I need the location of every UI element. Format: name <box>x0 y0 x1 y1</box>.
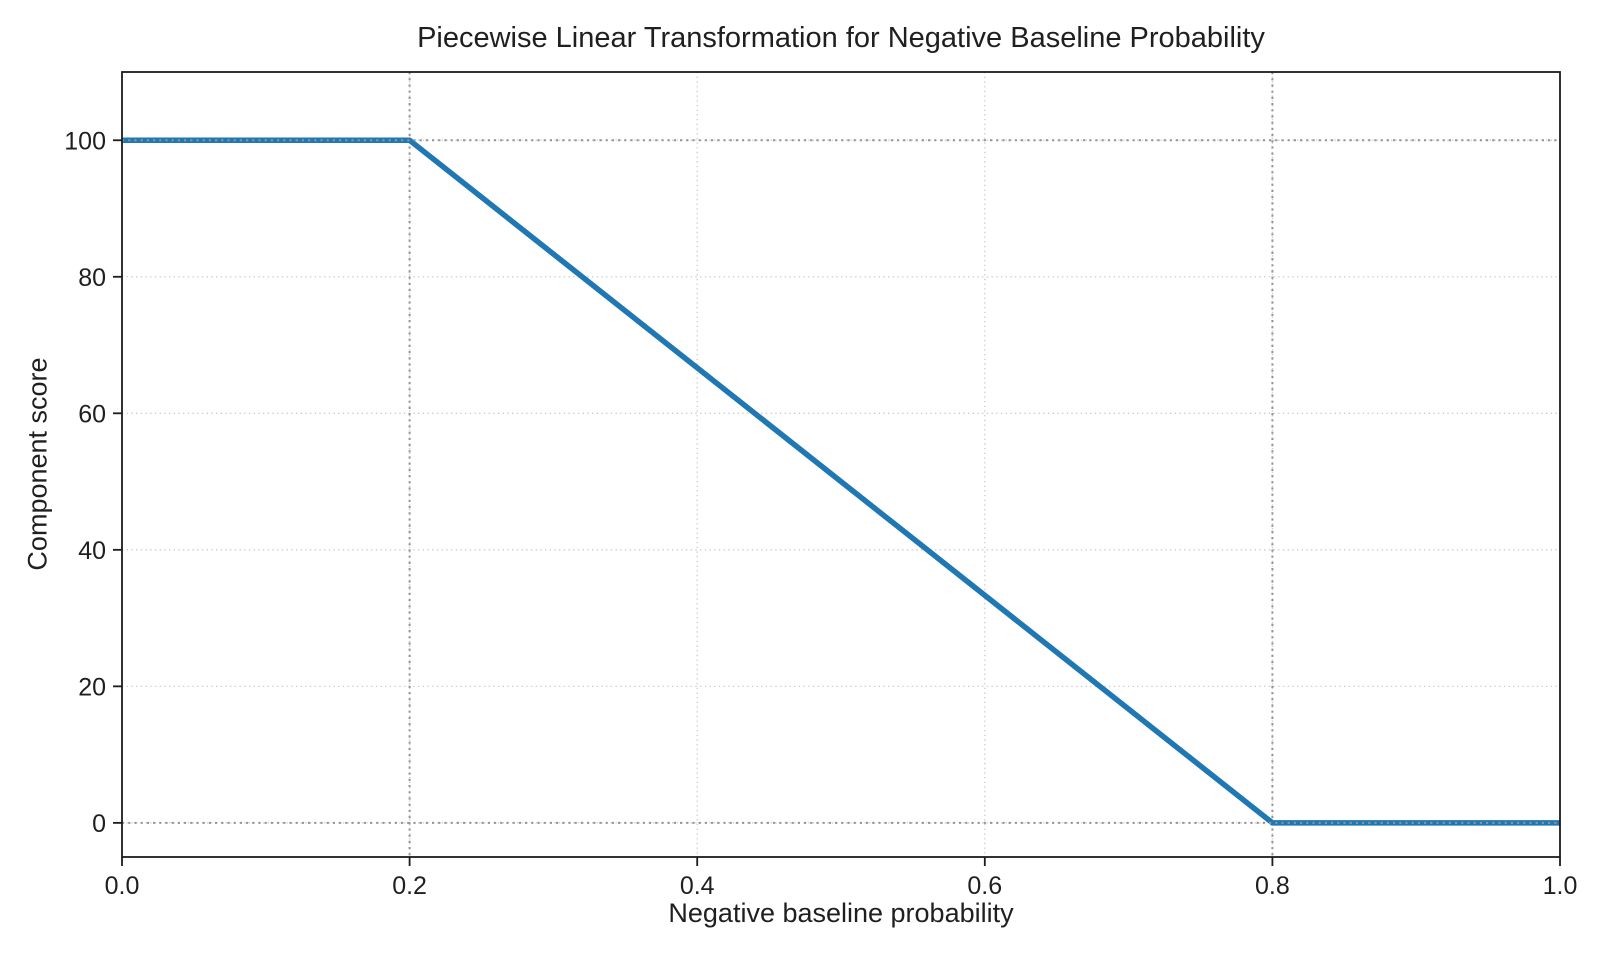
y-tick-label: 40 <box>78 537 106 565</box>
plot-border <box>121 71 1561 858</box>
y-tick-label: 60 <box>78 400 106 428</box>
y-axis-label: Component score <box>22 357 53 571</box>
y-tick-label: 100 <box>64 127 106 155</box>
x-tick-label: 0.8 <box>1255 872 1290 900</box>
y-tick-label: 20 <box>78 673 106 701</box>
x-tick-label: 1.0 <box>1543 872 1578 900</box>
y-tick-label: 80 <box>78 264 106 292</box>
x-tick-label: 0.4 <box>680 872 715 900</box>
x-tick-label: 0.0 <box>105 872 140 900</box>
x-axis-label: Negative baseline probability <box>668 898 1014 928</box>
x-tick-label: 0.6 <box>967 872 1002 900</box>
series-line <box>122 137 1560 826</box>
x-tick-label: 0.2 <box>392 872 427 900</box>
chart-title: Piecewise Linear Transformation for Nega… <box>417 22 1265 54</box>
y-tick-label: 0 <box>92 810 106 838</box>
